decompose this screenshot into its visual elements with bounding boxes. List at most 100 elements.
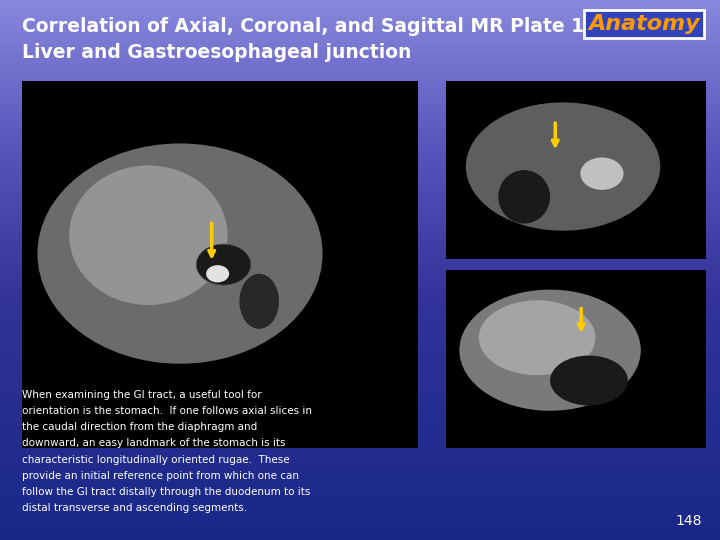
Bar — [0, 124, 720, 127]
Bar — [0, 116, 720, 119]
Bar — [446, 270, 706, 448]
Bar — [0, 97, 720, 100]
Bar — [0, 472, 720, 475]
Bar — [0, 356, 720, 359]
Bar — [0, 57, 720, 59]
Bar — [0, 162, 720, 165]
Bar — [0, 113, 720, 116]
Text: distal transverse and ascending segments.: distal transverse and ascending segments… — [22, 503, 247, 514]
Bar — [0, 170, 720, 173]
Bar — [0, 27, 720, 30]
Bar — [0, 259, 720, 262]
Bar — [0, 240, 720, 243]
Bar — [0, 81, 720, 84]
Bar — [0, 76, 720, 78]
Bar — [0, 246, 720, 248]
Bar — [0, 475, 720, 478]
Bar — [0, 19, 720, 22]
Bar — [0, 65, 720, 68]
Bar — [0, 73, 720, 76]
Bar — [0, 43, 720, 46]
Bar — [0, 151, 720, 154]
Bar — [0, 310, 720, 313]
Circle shape — [580, 158, 624, 190]
Bar — [0, 78, 720, 81]
Bar — [0, 230, 720, 232]
Bar — [0, 3, 720, 5]
Bar — [0, 402, 720, 405]
Bar — [0, 108, 720, 111]
Bar — [0, 508, 720, 510]
Bar — [0, 297, 720, 300]
Bar — [0, 375, 720, 378]
Bar — [0, 251, 720, 254]
Bar — [0, 513, 720, 516]
Bar — [0, 278, 720, 281]
Ellipse shape — [550, 355, 628, 406]
Bar — [0, 216, 720, 219]
Bar — [0, 354, 720, 356]
Bar — [0, 289, 720, 292]
Bar — [0, 211, 720, 213]
Bar — [0, 165, 720, 167]
Bar — [0, 367, 720, 370]
Bar — [0, 284, 720, 286]
Bar — [0, 440, 720, 443]
Bar — [0, 86, 720, 89]
Circle shape — [196, 244, 251, 285]
Bar — [0, 432, 720, 435]
Bar — [0, 464, 720, 467]
Bar — [0, 408, 720, 410]
Bar — [0, 100, 720, 103]
Bar — [0, 30, 720, 32]
Bar — [0, 103, 720, 105]
Bar — [0, 138, 720, 140]
Bar — [0, 130, 720, 132]
Bar — [0, 381, 720, 383]
Bar — [0, 526, 720, 529]
Bar — [0, 437, 720, 440]
Bar — [0, 362, 720, 364]
Bar — [0, 486, 720, 489]
Bar — [0, 343, 720, 346]
Bar — [0, 262, 720, 265]
Bar — [0, 224, 720, 227]
Bar — [0, 46, 720, 49]
Bar — [0, 235, 720, 238]
Bar — [0, 324, 720, 327]
Bar — [0, 192, 720, 194]
Bar — [0, 300, 720, 302]
Bar — [0, 243, 720, 246]
Circle shape — [206, 265, 229, 282]
Bar — [0, 14, 720, 16]
Bar — [0, 364, 720, 367]
Bar — [0, 275, 720, 278]
Text: When examining the GI tract, a useful tool for: When examining the GI tract, a useful to… — [22, 390, 261, 400]
Bar — [0, 119, 720, 122]
Text: downward, an easy landmark of the stomach is its: downward, an easy landmark of the stomac… — [22, 438, 285, 449]
Bar — [22, 81, 418, 448]
Bar — [0, 11, 720, 14]
Bar — [0, 478, 720, 481]
Bar — [0, 421, 720, 424]
Bar — [0, 524, 720, 526]
Bar — [0, 418, 720, 421]
Bar — [0, 351, 720, 354]
Bar — [0, 135, 720, 138]
Bar — [0, 111, 720, 113]
Bar — [0, 294, 720, 297]
Bar — [0, 397, 720, 400]
Bar — [0, 405, 720, 408]
Bar — [0, 167, 720, 170]
Bar — [0, 84, 720, 86]
Bar — [0, 186, 720, 189]
Bar — [0, 313, 720, 316]
Text: characteristic longitudinally oriented rugae.  These: characteristic longitudinally oriented r… — [22, 455, 289, 465]
Bar — [446, 81, 706, 259]
Bar — [0, 308, 720, 310]
Text: provide an initial reference point from which one can: provide an initial reference point from … — [22, 471, 299, 481]
Bar — [0, 270, 720, 273]
Bar — [0, 238, 720, 240]
Bar — [0, 302, 720, 305]
Bar — [0, 40, 720, 43]
